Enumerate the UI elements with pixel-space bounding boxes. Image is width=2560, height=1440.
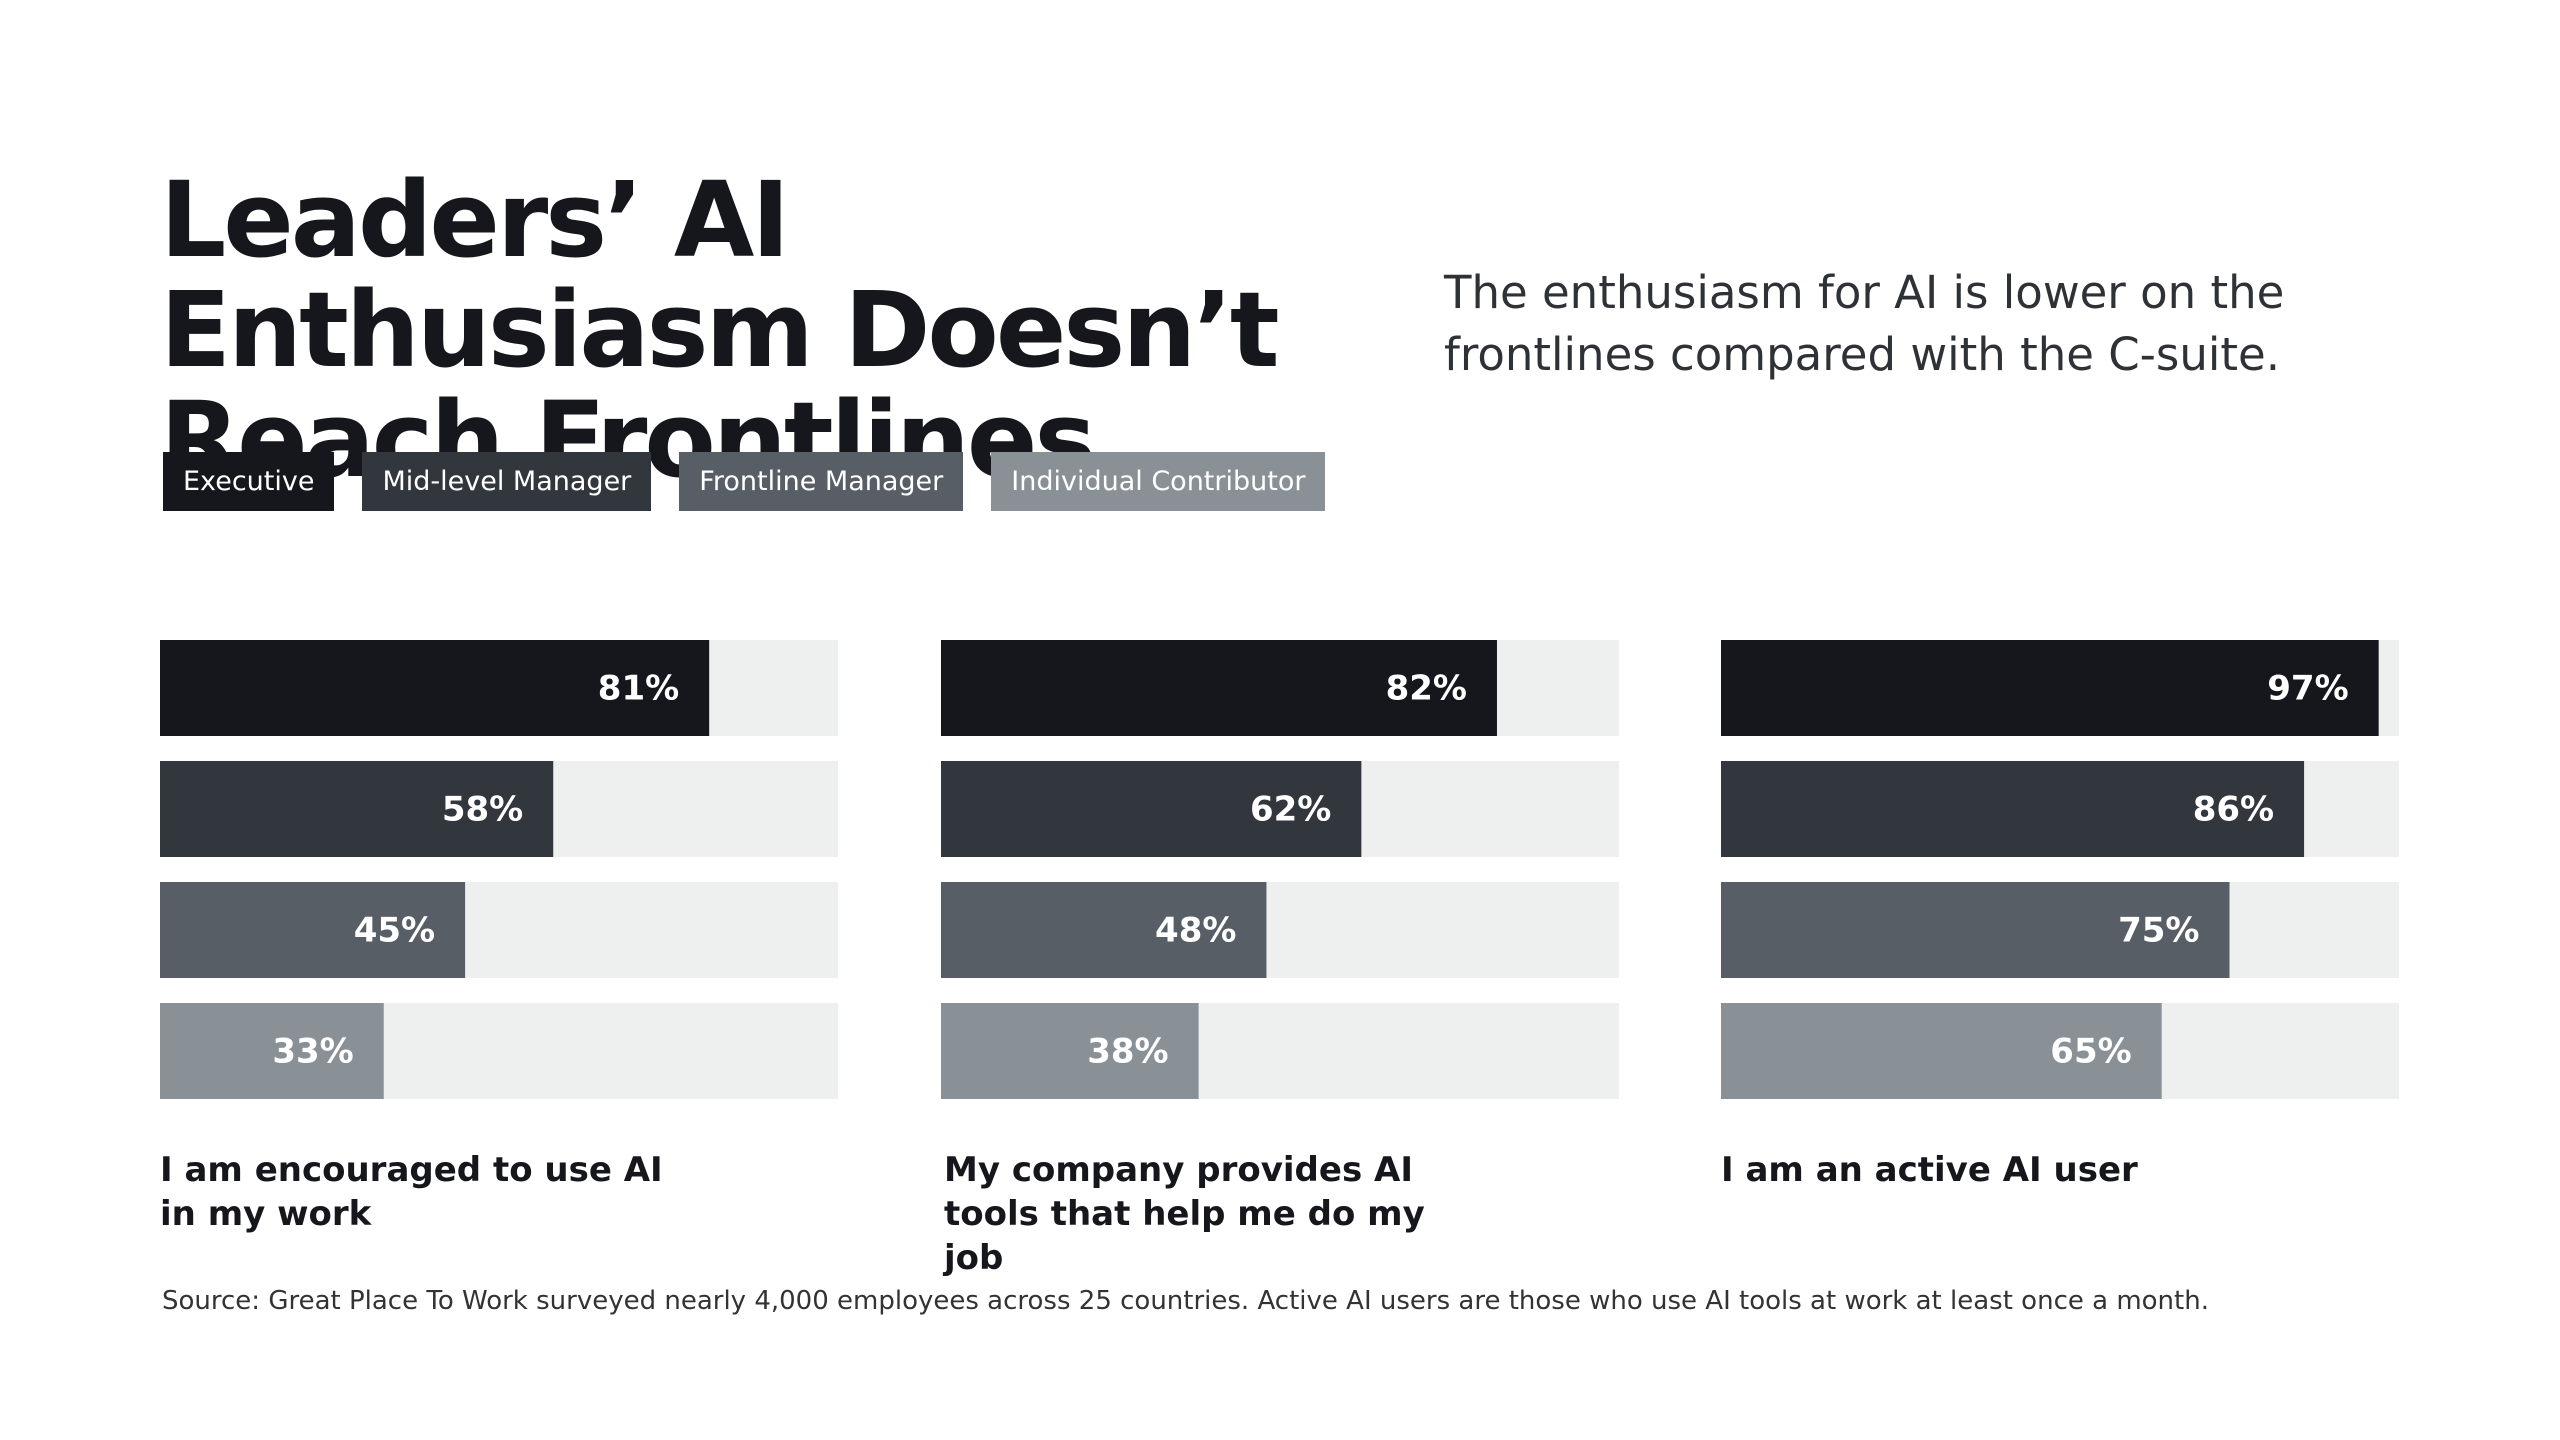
value-label: 48% [1155, 911, 1236, 951]
value-label: 62% [1250, 790, 1331, 830]
legend: Executive Mid-level Manager Frontline Mana… [163, 452, 1326, 511]
value-label: 75% [2118, 911, 2199, 951]
chart-subtitle: The enthusiasm for AI is lower on the fr… [1444, 266, 2285, 381]
bar [941, 1003, 1199, 1099]
legend-item: Individual Contributor [991, 452, 1326, 511]
value-label: 45% [354, 911, 435, 951]
value-label: 65% [2050, 1032, 2131, 1072]
bar [1721, 640, 2379, 736]
value-label: 86% [2193, 790, 2274, 830]
category-label: I am an active AI user [1721, 1150, 2138, 1190]
value-label: 33% [272, 1032, 353, 1072]
bar [1721, 882, 2230, 978]
source-note: Source: Great Place To Work surveyed nea… [162, 1286, 2209, 1316]
bar [1721, 761, 2305, 857]
bar [941, 882, 1267, 978]
value-label: 81% [598, 669, 679, 709]
chart-title: Leaders’ AI Enthusiasm Doesn’t Reach Fro… [160, 159, 1280, 501]
bar [941, 640, 1497, 736]
bar [941, 761, 1362, 857]
category-label: I am encouraged to use AI in my work [160, 1150, 663, 1234]
value-label: 97% [2267, 669, 2348, 709]
bar [160, 640, 710, 736]
bar [160, 882, 466, 978]
bar [160, 1003, 384, 1099]
bar [1721, 1003, 2162, 1099]
legend-item: Executive [163, 452, 335, 511]
legend-item: Mid-level Manager [362, 452, 652, 511]
value-label: 82% [1386, 669, 1467, 709]
value-label: 58% [442, 790, 523, 830]
category-label: My company provides AI tools that help m… [944, 1150, 1425, 1278]
bar [160, 761, 554, 857]
value-label: 38% [1087, 1032, 1168, 1072]
legend-item: Frontline Manager [679, 452, 964, 511]
